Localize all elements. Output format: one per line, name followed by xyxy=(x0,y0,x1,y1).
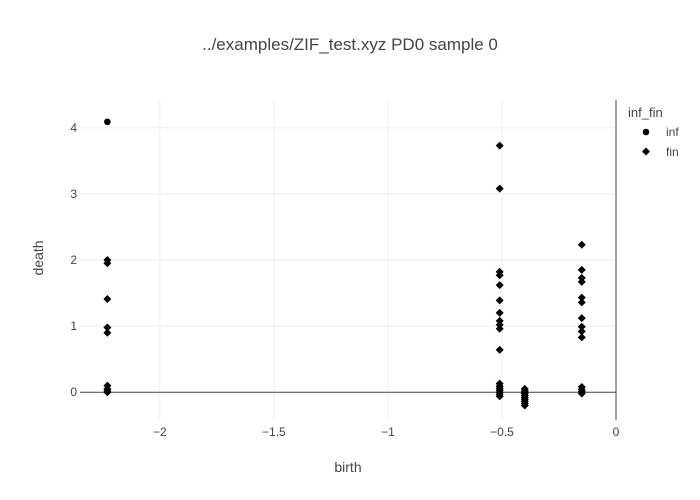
data-point-fin[interactable] xyxy=(577,333,586,342)
legend-diamond-marker-icon xyxy=(642,147,650,156)
data-point-fin[interactable] xyxy=(577,298,586,307)
grid-layer xyxy=(80,100,616,420)
data-point-fin[interactable] xyxy=(577,322,586,331)
y-tick-label: 0 xyxy=(70,385,77,399)
data-point-fin[interactable] xyxy=(577,240,586,249)
legend-circle-marker-icon xyxy=(642,128,650,136)
data-point-fin[interactable] xyxy=(495,392,504,401)
data-point-fin[interactable] xyxy=(495,281,504,290)
data-point-fin[interactable] xyxy=(103,323,112,332)
legend-label-inf: inf xyxy=(666,125,679,139)
data-point-fin[interactable] xyxy=(577,277,586,286)
data-point-fin[interactable] xyxy=(495,184,504,193)
x-tick-label: −0.5 xyxy=(490,425,514,439)
axis-layer: −2 −1.5 −1 −0.5 0 0 1 2 3 4 xyxy=(70,100,620,439)
data-point-fin[interactable] xyxy=(495,308,504,317)
legend-item-fin[interactable]: fin xyxy=(642,145,679,159)
x-tick-label: −2 xyxy=(153,425,167,439)
y-axis-title: death xyxy=(30,240,46,275)
y-tick-label: 3 xyxy=(70,187,77,201)
x-tick-label: −1.5 xyxy=(262,425,286,439)
data-point-fin[interactable] xyxy=(577,265,586,274)
y-tick-label: 1 xyxy=(70,319,77,333)
legend-item-inf[interactable]: inf xyxy=(642,125,680,139)
data-point-fin[interactable] xyxy=(577,293,586,302)
x-axis-title: birth xyxy=(334,459,361,475)
data-point-fin[interactable] xyxy=(495,271,504,280)
point-layer xyxy=(103,118,586,410)
x-tick-label: −1 xyxy=(381,425,395,439)
data-point-fin[interactable] xyxy=(577,327,586,336)
data-point-fin[interactable] xyxy=(103,328,112,337)
data-point-fin[interactable] xyxy=(103,259,112,268)
data-point-fin[interactable] xyxy=(577,389,586,398)
legend: inf_fin inf fin xyxy=(628,105,679,159)
legend-label-fin: fin xyxy=(666,145,679,159)
legend-title: inf_fin xyxy=(628,105,663,120)
data-point-fin[interactable] xyxy=(577,314,586,323)
y-tick-label: 2 xyxy=(70,253,77,267)
data-point-fin[interactable] xyxy=(520,401,529,410)
x-tick-label: 0 xyxy=(613,425,620,439)
y-tick-label: 4 xyxy=(70,121,77,135)
data-point-fin[interactable] xyxy=(495,345,504,354)
data-point-fin[interactable] xyxy=(495,141,504,150)
data-point-fin[interactable] xyxy=(495,324,504,333)
chart-title: ../examples/ZIF_test.xyz PD0 sample 0 xyxy=(202,35,498,54)
data-point-fin[interactable] xyxy=(495,296,504,305)
data-point-inf[interactable] xyxy=(104,118,111,126)
data-point-fin[interactable] xyxy=(103,295,112,304)
data-point-fin[interactable] xyxy=(103,388,112,397)
